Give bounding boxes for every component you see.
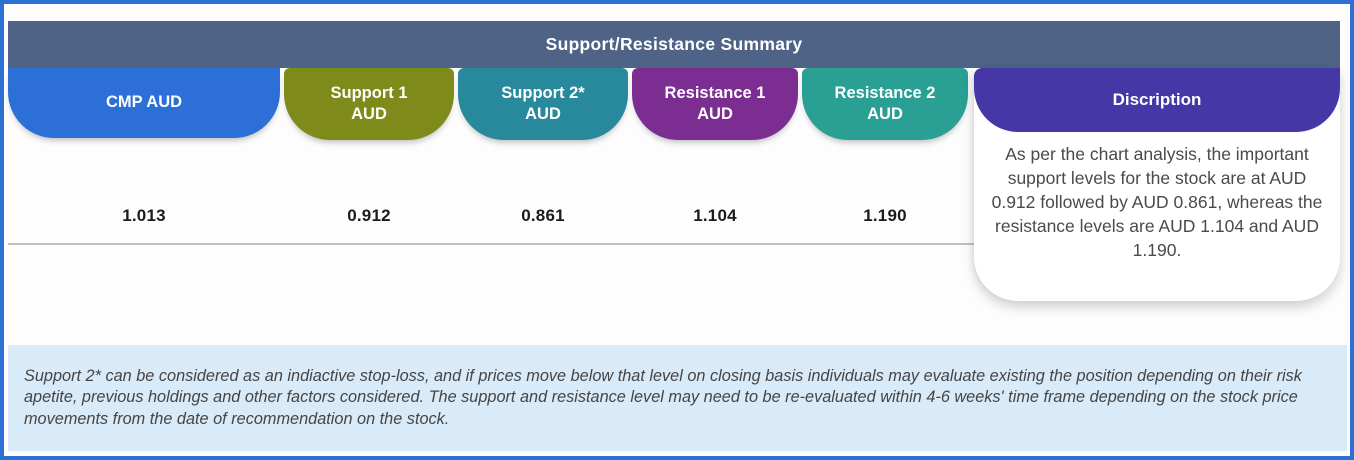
row-divider — [8, 243, 975, 245]
value-cmp-aud: 1.013 — [122, 206, 166, 225]
footnote-box: Support 2* can be considered as an india… — [8, 345, 1347, 451]
description-header: Discription — [974, 68, 1340, 132]
footnote-text: Support 2* can be considered as an india… — [24, 366, 1302, 428]
column-header-resistance-1-aud: Resistance 1 AUD — [632, 68, 798, 140]
description-text: As per the chart analysis, the important… — [991, 144, 1323, 260]
column-header-cmp-aud: CMP AUD — [8, 68, 280, 138]
value-resistance-2-aud: 1.190 — [863, 206, 907, 225]
column-header-support-1-aud: Support 1 AUD — [284, 68, 454, 140]
table-title: Support/Resistance Summary — [545, 34, 803, 54]
column-header-resistance-2-aud: Resistance 2 AUD — [802, 68, 968, 140]
value-support-2-aud: 0.861 — [521, 206, 565, 225]
column-header-support-2-aud: Support 2* AUD — [458, 68, 628, 140]
description-card: Discription As per the chart analysis, t… — [974, 68, 1340, 301]
value-support-1-aud: 0.912 — [347, 206, 391, 225]
table-title-bar: Support/Resistance Summary — [8, 21, 1340, 68]
value-resistance-1-aud: 1.104 — [693, 206, 737, 225]
